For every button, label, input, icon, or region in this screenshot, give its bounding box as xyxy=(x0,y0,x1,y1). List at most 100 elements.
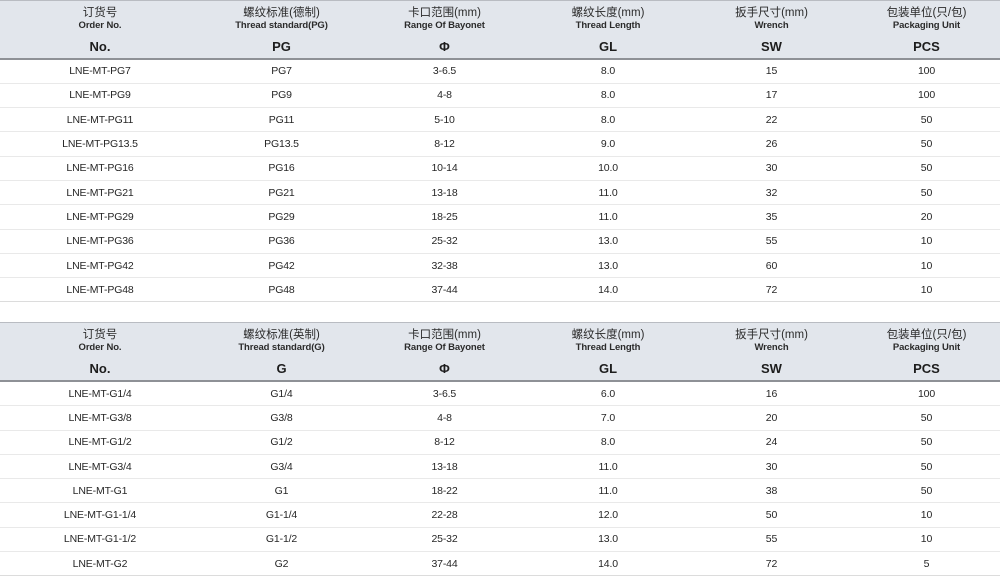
cell-range-of-bayonet: 5-10 xyxy=(363,107,526,133)
cell-thread-length: 13.0 xyxy=(526,229,690,254)
cell-thread-standard: G1 xyxy=(200,478,363,504)
header-symbol: Φ xyxy=(439,39,450,54)
cell-thread-standard: G3/8 xyxy=(200,405,363,431)
cell-order-no: LNE-MT-PG13.5 xyxy=(0,131,200,157)
header-en-label: Wrench xyxy=(754,342,789,354)
cell-thread-standard: PG29 xyxy=(200,204,363,230)
g-table-head: 订货号 Order No. No. 螺纹标准(英制) Thread standa… xyxy=(0,322,1000,382)
cell-wrench: 24 xyxy=(690,430,853,455)
cell-wrench: 15 xyxy=(690,58,853,84)
g-header-range-of-bayonet: 卡口范围(mm) Range Of Bayonet Φ xyxy=(363,322,526,382)
header-symbol: Φ xyxy=(439,361,450,377)
cell-wrench: 72 xyxy=(690,277,853,303)
table-row: LNE-MT-PG42 PG42 32-38 13.0 60 10 xyxy=(0,253,1000,279)
header-symbol: SW xyxy=(761,39,782,54)
cell-range-of-bayonet: 37-44 xyxy=(363,551,526,576)
cell-thread-length: 8.0 xyxy=(526,83,690,109)
header-cn-label: 螺纹标准(英制) xyxy=(243,329,320,342)
header-symbol: No. xyxy=(89,39,111,54)
pg-header-row: 订货号 Order No. No. 螺纹标准(德制) Thread standa… xyxy=(0,0,1000,60)
g-header-order-no: 订货号 Order No. No. xyxy=(0,322,200,382)
cell-range-of-bayonet: 32-38 xyxy=(363,253,526,279)
cell-thread-standard: PG11 xyxy=(200,107,363,133)
cell-wrench: 30 xyxy=(690,454,853,480)
cell-order-no: LNE-MT-PG9 xyxy=(0,83,200,109)
cell-order-no: LNE-MT-PG11 xyxy=(0,107,200,133)
cell-wrench: 50 xyxy=(690,502,853,528)
header-en-label: Thread Length xyxy=(575,342,641,354)
cell-thread-standard: G1/2 xyxy=(200,430,363,455)
cell-thread-length: 14.0 xyxy=(526,551,690,576)
cell-range-of-bayonet: 8-12 xyxy=(363,430,526,455)
cell-wrench: 38 xyxy=(690,478,853,504)
cell-packaging-unit: 50 xyxy=(853,454,1000,480)
cell-range-of-bayonet: 22-28 xyxy=(363,502,526,528)
g-header-row: 订货号 Order No. No. 螺纹标准(英制) Thread standa… xyxy=(0,322,1000,382)
cell-order-no: LNE-MT-PG21 xyxy=(0,180,200,206)
cell-thread-length: 13.0 xyxy=(526,253,690,279)
header-en-label: Order No. xyxy=(78,342,122,354)
cell-thread-length: 10.0 xyxy=(526,156,690,181)
g-header-wrench: 扳手尺寸(mm) Wrench SW xyxy=(690,322,853,382)
cell-thread-standard: PG42 xyxy=(200,253,363,279)
table-row: LNE-MT-G2 G2 37-44 14.0 72 5 xyxy=(0,551,1000,576)
cell-packaging-unit: 20 xyxy=(853,204,1000,230)
cell-packaging-unit: 50 xyxy=(853,180,1000,206)
header-cn-label: 螺纹长度(mm) xyxy=(571,7,645,19)
g-header-thread-length: 螺纹长度(mm) Thread Length GL xyxy=(526,322,690,382)
cell-order-no: LNE-MT-G2 xyxy=(0,551,200,576)
cell-wrench: 17 xyxy=(690,83,853,109)
cell-thread-length: 7.0 xyxy=(526,405,690,431)
header-symbol: G xyxy=(276,361,287,377)
header-en-label: Packaging Unit xyxy=(892,20,961,31)
cell-thread-standard: G2 xyxy=(200,551,363,576)
table-row: LNE-MT-G1/4 G1/4 3-6.5 6.0 16 100 xyxy=(0,380,1000,407)
cell-range-of-bayonet: 8-12 xyxy=(363,131,526,157)
cell-order-no: LNE-MT-PG42 xyxy=(0,253,200,279)
header-symbol: SW xyxy=(761,361,782,377)
cell-thread-standard: PG21 xyxy=(200,180,363,206)
g-imperial-spec-table: 订货号 Order No. No. 螺纹标准(英制) Thread standa… xyxy=(0,322,1000,576)
cell-packaging-unit: 10 xyxy=(853,253,1000,279)
header-cn-label: 扳手尺寸(mm) xyxy=(735,7,808,19)
cell-packaging-unit: 50 xyxy=(853,131,1000,157)
table-row: LNE-MT-G3/4 G3/4 13-18 11.0 30 50 xyxy=(0,454,1000,480)
cell-thread-length: 9.0 xyxy=(526,131,690,157)
cell-thread-length: 14.0 xyxy=(526,277,690,303)
cell-order-no: LNE-MT-G3/4 xyxy=(0,454,200,480)
cell-order-no: LNE-MT-G1-1/2 xyxy=(0,527,200,553)
cell-range-of-bayonet: 10-14 xyxy=(363,156,526,181)
g-header-packaging-unit: 包装单位(只/包) Packaging Unit PCS xyxy=(853,322,1000,382)
cell-range-of-bayonet: 13-18 xyxy=(363,454,526,480)
pg-table-head: 订货号 Order No. No. 螺纹标准(德制) Thread standa… xyxy=(0,0,1000,60)
cell-thread-standard: G1-1/4 xyxy=(200,502,363,528)
table-row: LNE-MT-PG13.5 PG13.5 8-12 9.0 26 50 xyxy=(0,131,1000,157)
header-cn-label: 订货号 xyxy=(82,7,118,19)
cell-packaging-unit: 50 xyxy=(853,430,1000,455)
cell-range-of-bayonet: 4-8 xyxy=(363,83,526,109)
table-row: LNE-MT-G1-1/4 G1-1/4 22-28 12.0 50 10 xyxy=(0,502,1000,528)
table-row: LNE-MT-G1/2 G1/2 8-12 8.0 24 50 xyxy=(0,430,1000,455)
cell-thread-length: 11.0 xyxy=(526,204,690,230)
header-en-label: Thread standard(G) xyxy=(238,342,325,354)
header-symbol: No. xyxy=(89,361,111,377)
cell-thread-length: 11.0 xyxy=(526,454,690,480)
pg-header-order-no: 订货号 Order No. No. xyxy=(0,0,200,60)
cell-order-no: LNE-MT-G1-1/4 xyxy=(0,502,200,528)
cell-wrench: 16 xyxy=(690,380,853,407)
header-cn-label: 螺纹长度(mm) xyxy=(571,329,645,342)
g-header-thread-standard: 螺纹标准(英制) Thread standard(G) G xyxy=(200,322,363,382)
header-cn-label: 扳手尺寸(mm) xyxy=(735,329,808,342)
cell-thread-standard: PG9 xyxy=(200,83,363,109)
cell-thread-length: 6.0 xyxy=(526,380,690,407)
cell-packaging-unit: 50 xyxy=(853,156,1000,181)
table-row: LNE-MT-PG21 PG21 13-18 11.0 32 50 xyxy=(0,180,1000,206)
cell-packaging-unit: 10 xyxy=(853,277,1000,303)
cell-order-no: LNE-MT-PG16 xyxy=(0,156,200,181)
cell-thread-length: 11.0 xyxy=(526,180,690,206)
table-row: LNE-MT-G1-1/2 G1-1/2 25-32 13.0 55 10 xyxy=(0,527,1000,553)
cell-order-no: LNE-MT-G3/8 xyxy=(0,405,200,431)
pg-metric-spec-table: 订货号 Order No. No. 螺纹标准(德制) Thread standa… xyxy=(0,0,1000,303)
cell-packaging-unit: 10 xyxy=(853,527,1000,553)
cell-order-no: LNE-MT-G1 xyxy=(0,478,200,504)
